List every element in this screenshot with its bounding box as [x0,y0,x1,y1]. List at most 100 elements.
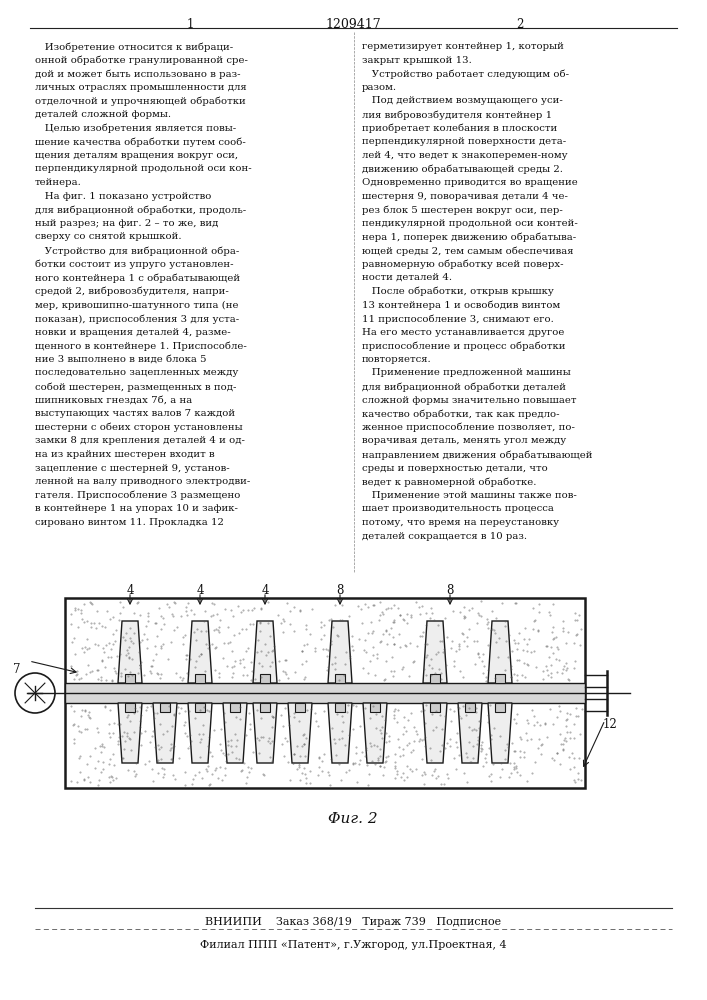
Text: показан), приспособления 3 для уста-: показан), приспособления 3 для уста- [35,314,239,324]
Polygon shape [458,703,482,763]
Text: Φиг. 2: Φиг. 2 [328,812,378,826]
Text: ворачивая деталь, менять угол между: ворачивая деталь, менять угол между [362,436,566,445]
Text: повторяется.: повторяется. [362,355,432,364]
Text: тейнера.: тейнера. [35,178,82,187]
Text: 2: 2 [516,18,524,31]
Text: щения деталям вращения вокруг оси,: щения деталям вращения вокруг оси, [35,151,238,160]
Text: для вибрационной обработки деталей: для вибрационной обработки деталей [362,382,566,391]
Text: щенного в контейнере 1. Приспособле-: щенного в контейнере 1. Приспособле- [35,341,247,351]
Text: лия вибровозбудителя контейнер 1: лия вибровозбудителя контейнер 1 [362,110,552,119]
Bar [430,674,440,683]
Text: Под действием возмущающего уси-: Под действием возмущающего уси- [362,96,563,105]
Bar [495,674,505,683]
Text: мер, кривошипно-шатунного типа (не: мер, кривошипно-шатунного типа (не [35,300,238,310]
Text: ного контейнера 1 с обрабатывающей: ного контейнера 1 с обрабатывающей [35,273,240,283]
Bar [125,703,135,712]
Text: После обработки, открыв крышку: После обработки, открыв крышку [362,287,554,296]
Bar [65,598,585,788]
Text: женное приспособление позволяет, по-: женное приспособление позволяет, по- [362,423,575,432]
Text: пендикулярной продольной оси контей-: пендикулярной продольной оси контей- [362,219,578,228]
Bar [160,703,170,712]
Text: деталей сложной формы.: деталей сложной формы. [35,110,171,119]
Text: 12: 12 [603,718,618,731]
Text: Целью изобретения является повы-: Целью изобретения является повы- [35,124,236,133]
Text: ведет к равномерной обработке.: ведет к равномерной обработке. [362,477,537,487]
Text: На фиг. 1 показано устройство: На фиг. 1 показано устройство [35,192,211,201]
Text: Применение этой машины также пов-: Применение этой машины также пов- [362,491,577,500]
Polygon shape [223,703,247,763]
Text: герметизирует контейнер 1, который: герметизирует контейнер 1, который [362,42,564,51]
Bar [495,703,505,712]
Text: перпендикулярной продольной оси кон-: перпендикулярной продольной оси кон- [35,164,252,173]
Polygon shape [188,703,212,763]
Text: Одновременно приводится во вращение: Одновременно приводится во вращение [362,178,578,187]
Text: 4: 4 [127,584,134,597]
Text: среды и поверхностью детали, что: среды и поверхностью детали, что [362,464,548,473]
Text: Устройство для вибрационной обра-: Устройство для вибрационной обра- [35,246,239,255]
Text: собой шестерен, размещенных в под-: собой шестерен, размещенных в под- [35,382,236,391]
Bar [195,674,205,683]
Text: 8: 8 [337,584,344,597]
Text: шение качества обработки путем сооб-: шение качества обработки путем сооб- [35,137,246,147]
Polygon shape [253,703,277,763]
Text: 1: 1 [187,18,194,31]
Text: 11 приспособление 3, снимают его.: 11 приспособление 3, снимают его. [362,314,554,324]
Text: 8: 8 [446,584,454,597]
Text: дой и может быть использовано в раз-: дой и может быть использовано в раз- [35,69,240,79]
Text: закрыт крышкой 13.: закрыт крышкой 13. [362,56,472,65]
Text: последовательно зацепленных между: последовательно зацепленных между [35,368,238,377]
Bar [370,703,380,712]
Text: ный разрез; на фиг. 2 – то же, вид: ный разрез; на фиг. 2 – то же, вид [35,219,218,228]
Text: ботки состоит из упруго установлен-: ботки состоит из упруго установлен- [35,260,233,269]
Polygon shape [488,703,512,763]
Bar [65,683,585,703]
Bar [195,703,205,712]
Text: Устройство работает следующим об-: Устройство работает следующим об- [362,69,569,79]
Text: лей 4, что ведет к знакоперемен-ному: лей 4, что ведет к знакоперемен-ному [362,151,568,160]
Bar [335,674,345,683]
Text: отделочной и упрочняющей обработки: отделочной и упрочняющей обработки [35,96,246,106]
Bar [430,703,440,712]
Bar [465,703,475,712]
Text: в контейнере 1 на упорах 10 и зафик-: в контейнере 1 на упорах 10 и зафик- [35,504,238,513]
Text: личных отраслях промышленности для: личных отраслях промышленности для [35,83,247,92]
Text: приспособление и процесс обработки: приспособление и процесс обработки [362,341,566,351]
Text: сировано винтом 11. Прокладка 12: сировано винтом 11. Прокладка 12 [35,518,224,527]
Text: 7: 7 [13,663,21,676]
Text: направлением движения обрабатывающей: направлением движения обрабатывающей [362,450,592,460]
Text: шестерни с обеих сторон установлены: шестерни с обеих сторон установлены [35,423,243,432]
Text: приобретает колебания в плоскости: приобретает колебания в плоскости [362,124,557,133]
Polygon shape [118,621,142,683]
Bar [125,674,135,683]
Text: зацепление с шестерней 9, установ-: зацепление с шестерней 9, установ- [35,464,230,473]
Polygon shape [423,621,447,683]
Text: шает производительность процесса: шает производительность процесса [362,504,554,513]
Text: ленной на валу приводного электродви-: ленной на валу приводного электродви- [35,477,250,486]
Text: для вибрационной обработки, продоль-: для вибрационной обработки, продоль- [35,205,246,215]
Text: 1209417: 1209417 [325,18,381,31]
Text: Применение предложенной машины: Применение предложенной машины [362,368,571,377]
Text: 13 контейнера 1 и освободив винтом: 13 контейнера 1 и освободив винтом [362,300,560,310]
Polygon shape [153,703,177,763]
Text: средой 2, вибровозбудителя, напри-: средой 2, вибровозбудителя, напри- [35,287,229,296]
Text: 4: 4 [262,584,269,597]
Text: качество обработки, так как предло-: качество обработки, так как предло- [362,409,559,419]
Text: сверху со снятой крышкой.: сверху со снятой крышкой. [35,232,182,241]
Text: ности деталей 4.: ности деталей 4. [362,273,452,282]
Text: ющей среды 2, тем самым обеспечивая: ющей среды 2, тем самым обеспечивая [362,246,573,255]
Text: ВНИИПИ    Заказ 368/19   Тираж 739   Подписное: ВНИИПИ Заказ 368/19 Тираж 739 Подписное [205,917,501,927]
Polygon shape [363,703,387,763]
Polygon shape [328,703,352,763]
Text: Филиал ППП «Патент», г.Ужгород, ул.Проектная, 4: Филиал ППП «Патент», г.Ужгород, ул.Проек… [199,940,506,950]
Text: сложной формы значительно повышает: сложной формы значительно повышает [362,396,576,405]
Text: шестерня 9, поворачивая детали 4 че-: шестерня 9, поворачивая детали 4 че- [362,192,568,201]
Polygon shape [288,703,312,763]
Bar [230,703,240,712]
Polygon shape [253,621,277,683]
Text: рез блок 5 шестерен вокруг оси, пер-: рез блок 5 шестерен вокруг оси, пер- [362,205,563,215]
Text: на из крайних шестерен входит в: на из крайних шестерен входит в [35,450,215,459]
Text: ние 3 выполнено в виде блока 5: ние 3 выполнено в виде блока 5 [35,355,206,364]
Text: замки 8 для крепления деталей 4 и од-: замки 8 для крепления деталей 4 и од- [35,436,245,445]
Bar [260,703,270,712]
Bar [335,703,345,712]
